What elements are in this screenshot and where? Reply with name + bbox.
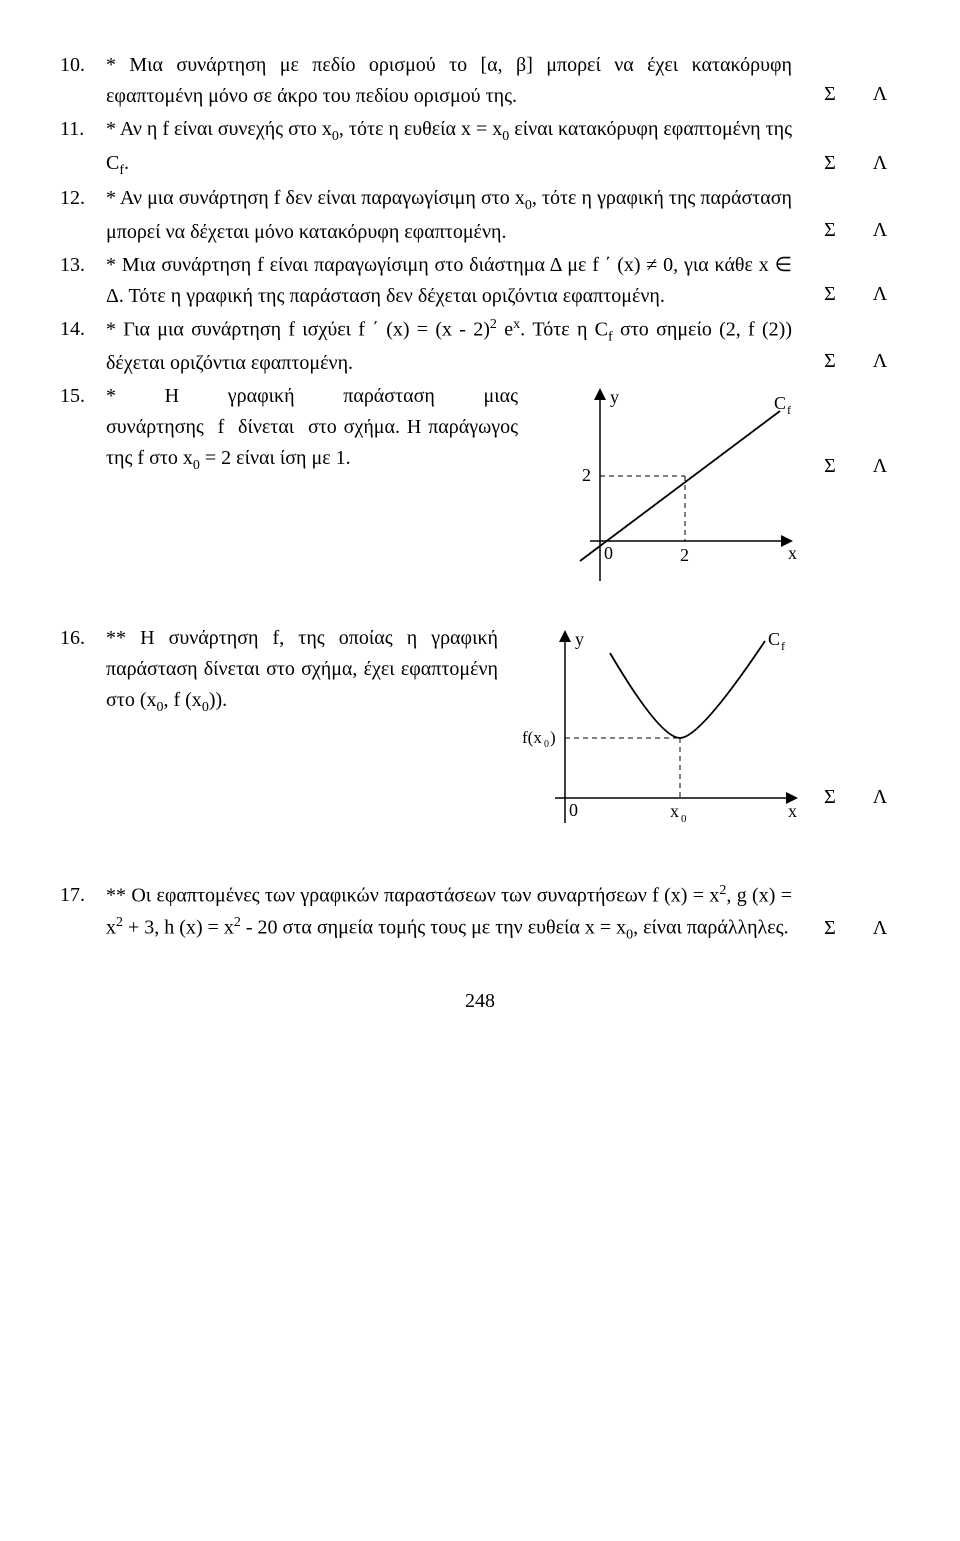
option-sigma[interactable]: Σ xyxy=(810,346,850,377)
y-tick: 2 xyxy=(582,465,591,485)
option-sigma[interactable]: Σ xyxy=(810,279,850,310)
svg-text:0: 0 xyxy=(544,739,549,750)
svg-text:C: C xyxy=(768,629,780,649)
answer-options: Σ Λ xyxy=(810,913,900,946)
option-sigma[interactable]: Σ xyxy=(810,782,850,813)
answer-options: Σ Λ xyxy=(810,148,900,181)
option-lambda[interactable]: Λ xyxy=(860,346,900,377)
axis-x-label: x xyxy=(788,801,797,821)
question-text: ** Η συνάρτηση f, της οποίας η γραφική π… xyxy=(106,623,510,719)
question-number: 17. xyxy=(60,880,106,911)
option-lambda[interactable]: Λ xyxy=(860,79,900,110)
question-number: 12. xyxy=(60,183,106,214)
question-14: 14. * Για μια συνάρτηση f ισχύει f ΄ (x)… xyxy=(60,314,900,379)
svg-text:): ) xyxy=(550,728,556,747)
option-sigma[interactable]: Σ xyxy=(810,913,850,944)
option-lambda[interactable]: Λ xyxy=(860,451,900,482)
axis-x-label: x xyxy=(788,543,797,563)
question-number: 11. xyxy=(60,114,106,145)
answer-options: Σ Λ xyxy=(810,451,900,522)
question-number: 15. xyxy=(60,381,106,412)
question-text: ** Οι εφαπτομένες των γραφικών παραστάσε… xyxy=(106,880,810,946)
question-text: * Για μια συνάρτηση f ισχύει f ΄ (x) = (… xyxy=(106,314,810,379)
answer-options: Σ Λ xyxy=(810,782,900,833)
option-lambda[interactable]: Λ xyxy=(860,913,900,944)
origin-label: 0 xyxy=(604,543,613,563)
page-number: 248 xyxy=(60,986,900,1017)
question-text: * Μια συνάρτηση με πεδίο ορισμού το [α, … xyxy=(106,50,810,112)
question-number: 14. xyxy=(60,314,106,345)
question-text: * Αν η f είναι συνεχής στο x0, τότε η ευ… xyxy=(106,114,810,181)
svg-text:0: 0 xyxy=(681,813,687,825)
option-sigma[interactable]: Σ xyxy=(810,451,850,482)
figure-15: y x C f 0 2 2 xyxy=(530,381,810,591)
question-12: 12. * Αν μια συνάρτηση f δεν είναι παραγ… xyxy=(60,183,900,248)
question-13: 13. * Μια συνάρτηση f είναι παραγωγίσιμη… xyxy=(60,250,900,312)
question-10: 10. * Μια συνάρτηση με πεδίο ορισμού το … xyxy=(60,50,900,112)
question-11: 11. * Αν η f είναι συνεχής στο x0, τότε … xyxy=(60,114,900,181)
x-tick: 2 xyxy=(680,545,689,565)
answer-options: Σ Λ xyxy=(810,346,900,379)
question-text: * Μια συνάρτηση f είναι παραγωγίσιμη στο… xyxy=(106,250,810,312)
option-lambda[interactable]: Λ xyxy=(860,215,900,246)
svg-text:x: x xyxy=(670,801,679,821)
question-number: 13. xyxy=(60,250,106,281)
option-lambda[interactable]: Λ xyxy=(860,279,900,310)
question-15: 15. * Η γραφική παράσταση μιας συνάρτηση… xyxy=(60,381,900,591)
question-number: 10. xyxy=(60,50,106,81)
figure-16: y x C f 0 x 0 f(x 0 ) xyxy=(510,623,810,833)
answer-options: Σ Λ xyxy=(810,279,900,312)
axis-y-label: y xyxy=(610,387,619,407)
svg-text:f: f xyxy=(781,639,785,653)
question-16: 16. ** Η συνάρτηση f, της οποίας η γραφι… xyxy=(60,623,900,833)
question-text: * Η γραφική παράσταση μιας συνάρτησης f … xyxy=(106,381,530,477)
svg-text:f(x: f(x xyxy=(522,728,542,747)
option-sigma[interactable]: Σ xyxy=(810,148,850,179)
question-number: 16. xyxy=(60,623,106,654)
question-text: * Αν μια συνάρτηση f δεν είναι παραγωγίσ… xyxy=(106,183,810,248)
option-lambda[interactable]: Λ xyxy=(860,782,900,813)
svg-text:C: C xyxy=(774,393,786,413)
axis-y-label: y xyxy=(575,629,584,649)
svg-text:f: f xyxy=(787,403,791,417)
origin-label: 0 xyxy=(569,800,578,820)
answer-options: Σ Λ xyxy=(810,79,900,112)
option-sigma[interactable]: Σ xyxy=(810,215,850,246)
answer-options: Σ Λ xyxy=(810,215,900,248)
option-lambda[interactable]: Λ xyxy=(860,148,900,179)
option-sigma[interactable]: Σ xyxy=(810,79,850,110)
question-17: 17. ** Οι εφαπτομένες των γραφικών παρασ… xyxy=(60,880,900,946)
